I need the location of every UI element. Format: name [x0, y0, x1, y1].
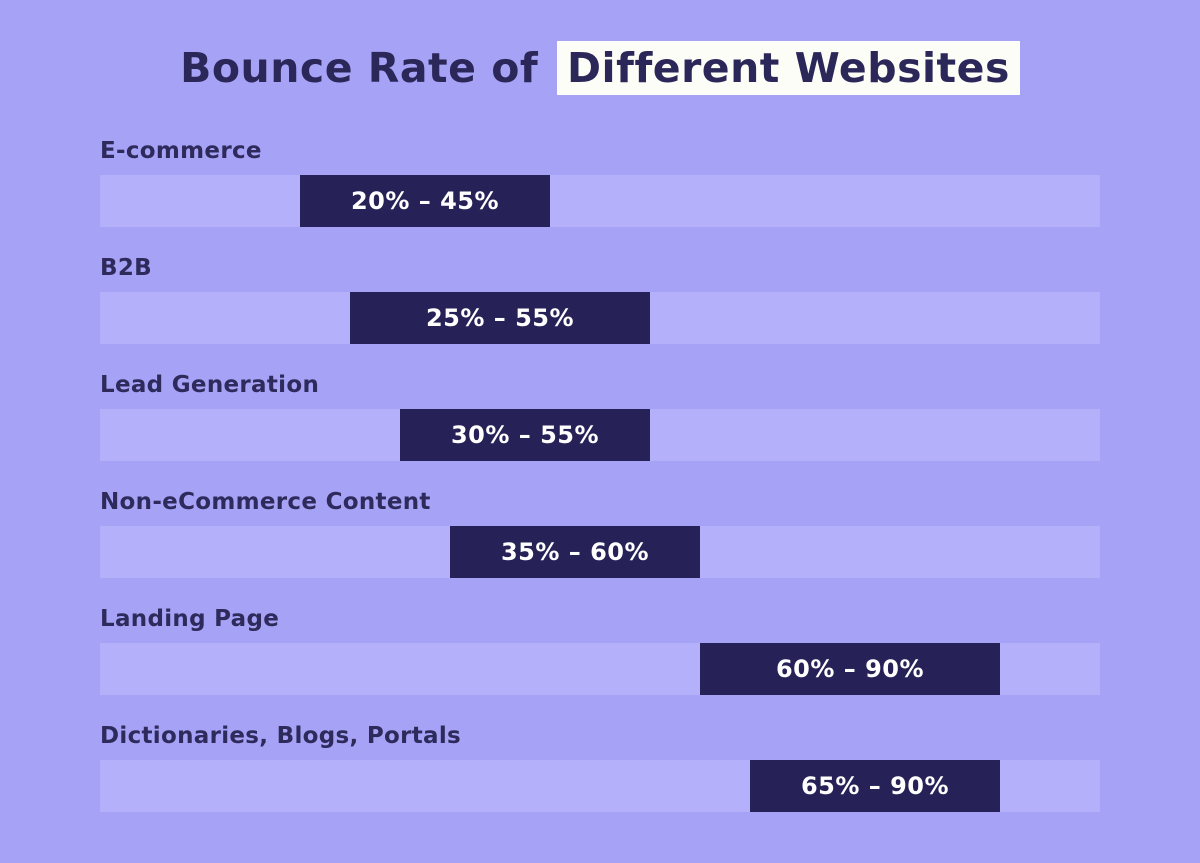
range-bar: 30% – 55% — [400, 409, 650, 461]
page-title: Bounce Rate of Different Websites — [0, 0, 1200, 95]
range-value-label: 60% – 90% — [775, 655, 925, 683]
category-label: E-commerce — [100, 138, 262, 164]
chart-row: Landing Page 60% – 90% — [100, 605, 1100, 722]
chart-row: Dictionaries, Blogs, Portals 65% – 90% — [100, 722, 1100, 839]
range-bar: 65% – 90% — [750, 760, 1000, 812]
range-value-label: 35% – 60% — [500, 538, 650, 566]
category-label: Dictionaries, Blogs, Portals — [100, 723, 462, 749]
range-bar: 60% – 90% — [700, 643, 1000, 695]
chart-row: B2B 25% – 55% — [100, 254, 1100, 371]
category-label: Landing Page — [100, 606, 280, 632]
bar-track: 65% – 90% — [100, 760, 1100, 812]
page-title-prefix: Bounce Rate of — [180, 44, 539, 92]
bar-track: 35% – 60% — [100, 526, 1100, 578]
range-bar: 20% – 45% — [300, 175, 550, 227]
bar-track: 20% – 45% — [100, 175, 1100, 227]
page-title-highlight: Different Websites — [557, 41, 1020, 95]
range-value-label: 20% – 45% — [350, 187, 500, 215]
bar-track: 30% – 55% — [100, 409, 1100, 461]
chart-row: Non-eCommerce Content 35% – 60% — [100, 488, 1100, 605]
range-value-label: 30% – 55% — [450, 421, 600, 449]
bounce-rate-chart: E-commerce 20% – 45% B2B 25% – 55% Lead Gene… — [100, 137, 1100, 839]
category-label: B2B — [100, 255, 152, 281]
range-value-label: 65% – 90% — [800, 772, 950, 800]
bar-track: 60% – 90% — [100, 643, 1100, 695]
chart-row: E-commerce 20% – 45% — [100, 137, 1100, 254]
range-bar: 25% – 55% — [350, 292, 650, 344]
chart-row: Lead Generation 30% – 55% — [100, 371, 1100, 488]
bar-track: 25% – 55% — [100, 292, 1100, 344]
range-value-label: 25% – 55% — [425, 304, 575, 332]
category-label: Non-eCommerce Content — [100, 489, 431, 515]
category-label: Lead Generation — [100, 372, 320, 398]
range-bar: 35% – 60% — [450, 526, 700, 578]
